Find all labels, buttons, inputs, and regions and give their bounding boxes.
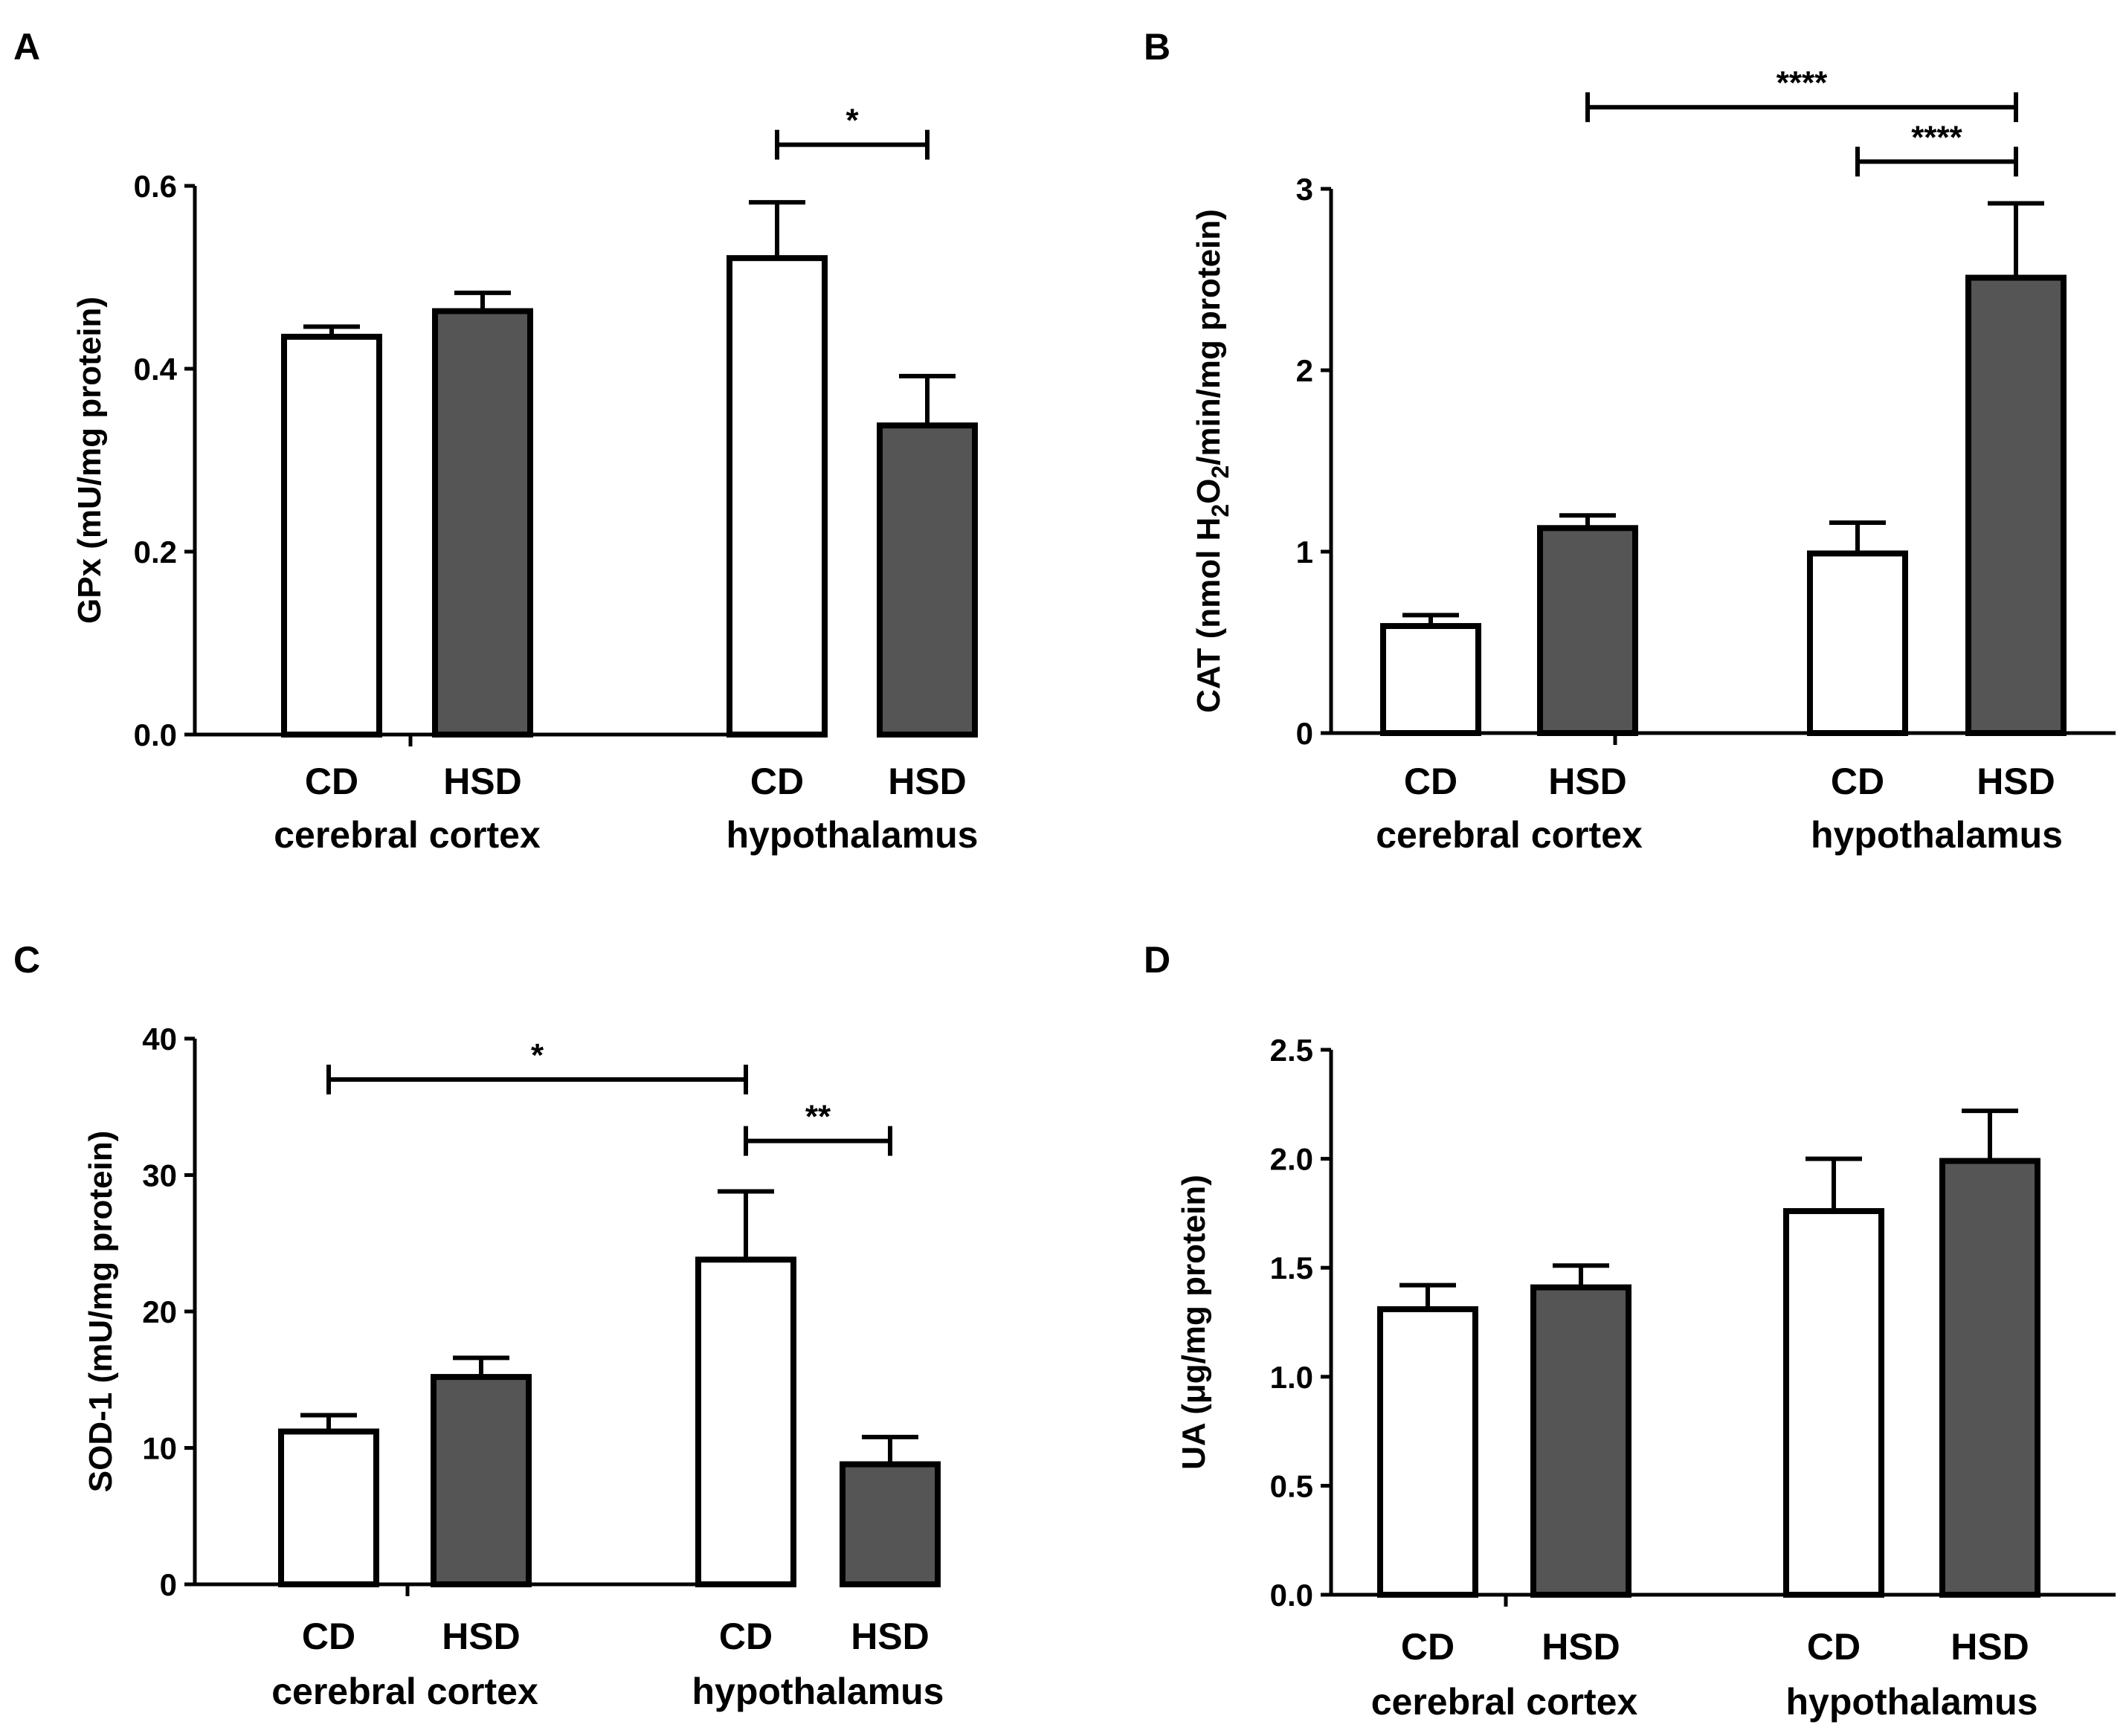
x-category-label: CD [1831,761,1884,802]
y-axis-label-subscript: 2 [1207,504,1234,517]
x-category-label: HSD [1548,761,1627,802]
y-axis-label: UA (μg/mg protein) [1176,1175,1212,1470]
x-group-label: hypothalamus [1811,814,2063,856]
bar [1537,525,1638,737]
y-tick-label: 0.6 [134,169,177,204]
y-tick-label: 0.4 [134,352,178,387]
x-category-label: HSD [851,1616,930,1657]
x-group-label: hypothalamus [727,814,979,856]
y-axis-label-subscript: 2 [1207,465,1234,479]
bar [840,1461,941,1588]
x-category-label: CD [305,761,358,802]
y-axis-label-part: /min/mg protein) [1191,209,1227,465]
y-tick-label: 0.0 [1270,1578,1313,1613]
significance-label: ** [805,1099,831,1135]
y-tick-label: 20 [142,1294,177,1329]
y-tick-label: 2.5 [1270,1033,1313,1068]
x-category-label: HSD [1542,1626,1620,1668]
bar [1377,1306,1478,1598]
x-group-label: hypothalamus [1786,1681,2038,1723]
bar [1939,1158,2040,1598]
significance-label: * [845,103,859,139]
panel-letter: B [1144,26,1170,68]
panel-d: D 0.0 0.5 1.0 1.5 2.0 2.5 UA (μg/mg protein) CD H… [1144,939,2116,1723]
significance-label: * [531,1037,544,1074]
y-tick-label: 0.0 [134,717,177,752]
y-tick-label: 30 [142,1158,177,1193]
x-group-label: cerebral cortex [1371,1681,1638,1723]
y-tick-label: 2.0 [1270,1142,1313,1177]
y-tick-label: 0 [160,1567,177,1602]
x-category-label: HSD [1951,1626,2029,1668]
x-category-label: CD [1807,1626,1861,1668]
y-tick-label: 0 [1296,716,1313,751]
panel-c: C 0 10 20 30 40 SOD-1 (mU/mg protein) CD HSD CD HS… [13,939,944,1712]
x-group-label: cerebral cortex [1376,814,1643,856]
x-category-label: HSD [1977,761,2055,802]
x-group-label: cerebral cortex [274,814,541,856]
bar [877,422,978,738]
x-category-label: HSD [443,761,522,802]
significance-label: **** [1777,65,1828,101]
significance-label: **** [1911,119,1962,155]
bar [1380,623,1481,736]
panel-letter: C [13,939,40,981]
y-axis-label: GPx (mU/mg protein) [71,297,108,624]
y-axis-label-part: O [1191,479,1227,504]
bar [1783,1207,1884,1598]
x-category-label: CD [750,761,804,802]
bar [695,1256,796,1588]
y-axis-label-part: CAT (nmol H [1191,517,1227,713]
bar [431,1374,532,1587]
x-group-label: cerebral cortex [271,1671,538,1712]
x-category-label: CD [1401,1626,1455,1668]
bar [278,1428,379,1587]
y-tick-label: 40 [142,1022,177,1056]
y-tick-label: 0.5 [1270,1468,1313,1503]
y-axis-label: CAT (nmol H2O2/min/mg protein) [1191,209,1234,713]
y-tick-label: 10 [142,1431,177,1466]
bar [432,308,533,738]
panel-letter: A [13,26,40,68]
bar [1530,1284,1631,1598]
y-tick-label: 1 [1296,535,1313,569]
x-category-label: HSD [888,761,967,802]
y-tick-label: 1.0 [1270,1360,1313,1395]
x-category-label: CD [1404,761,1457,802]
panel-letter: D [1144,939,1170,981]
x-category-label: CD [302,1616,355,1657]
y-tick-label: 0.2 [134,535,177,569]
y-axis-label: SOD-1 (mU/mg protein) [83,1131,119,1492]
bar [1965,274,2067,736]
panel-a: A 0.0 0.2 0.4 0.6 GPx (mU/mg protein) CD HSD CD H… [13,26,978,856]
y-tick-label: 2 [1296,353,1313,388]
x-category-label: HSD [442,1616,521,1657]
y-tick-label: 1.5 [1270,1251,1313,1285]
bar [727,255,828,738]
bar [281,333,382,738]
x-group-label: hypothalamus [692,1671,944,1712]
bar [1807,550,1908,736]
x-category-label: CD [719,1616,773,1657]
y-tick-label: 3 [1296,172,1313,207]
